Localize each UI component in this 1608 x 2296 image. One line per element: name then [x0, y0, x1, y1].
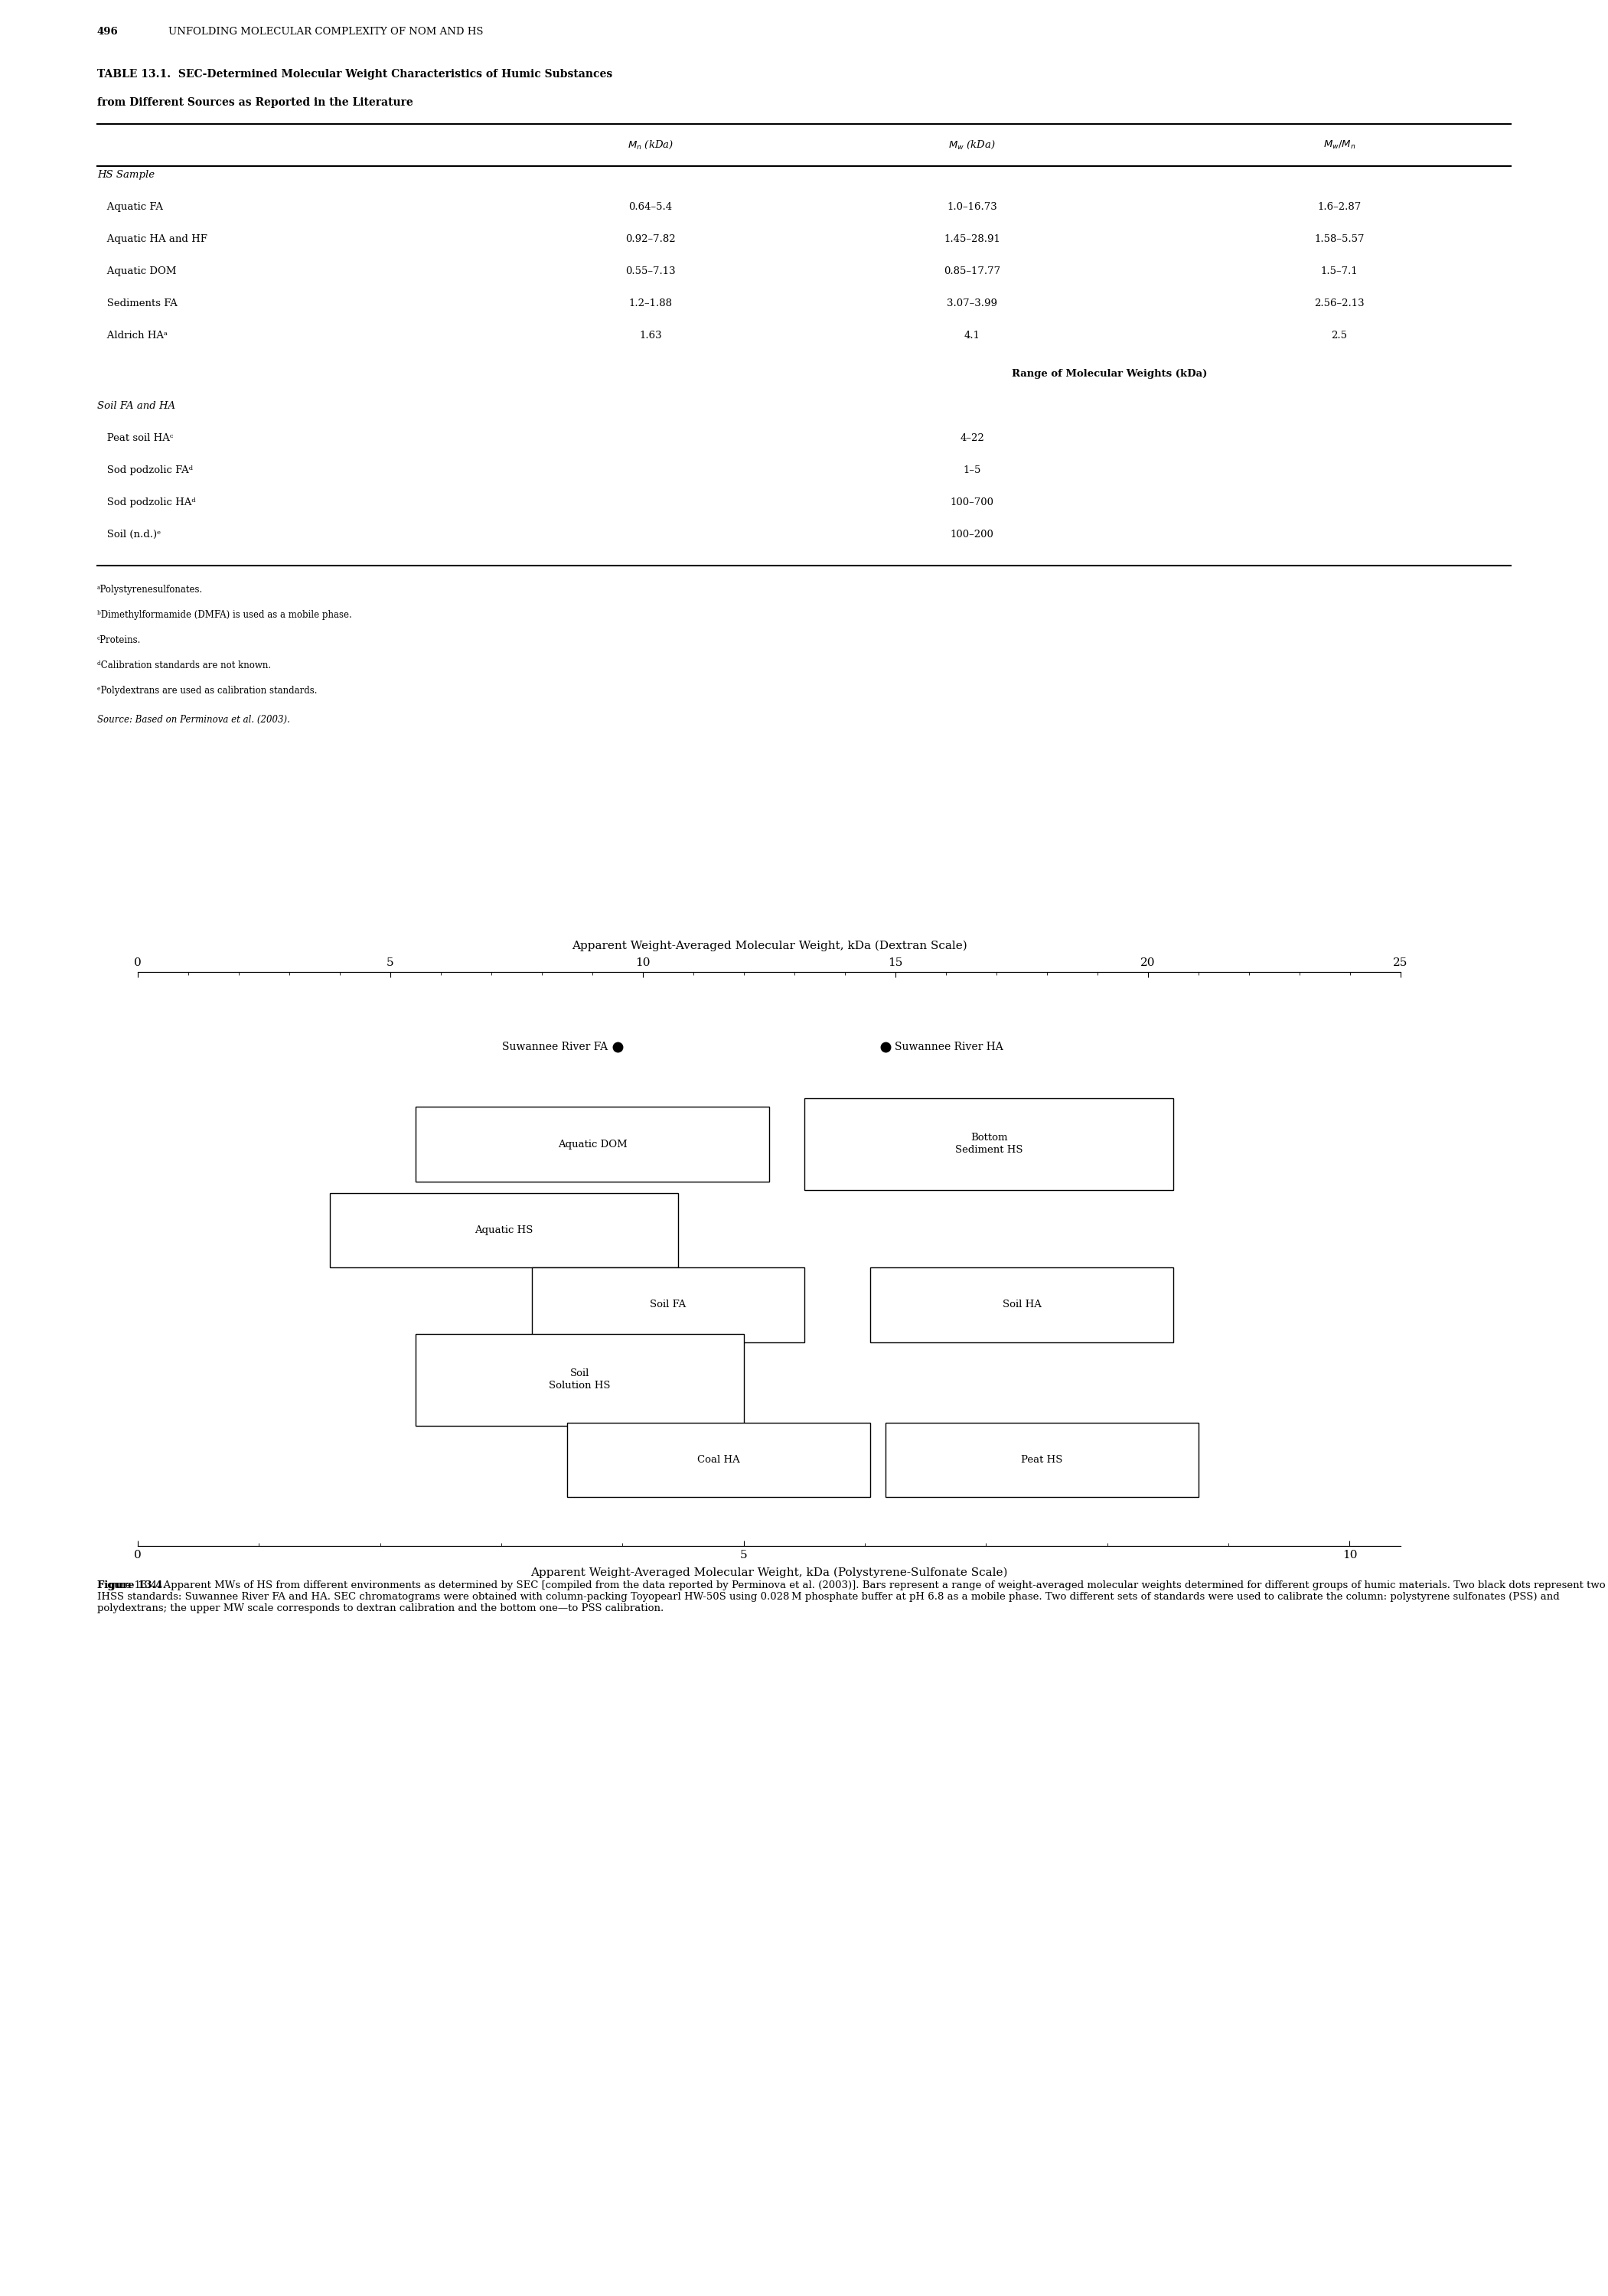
Text: Range of Molecular Weights (kDa): Range of Molecular Weights (kDa): [1011, 370, 1208, 379]
Text: ᶜProteins.: ᶜProteins.: [96, 636, 142, 645]
Text: ᵈCalibration standards are not known.: ᵈCalibration standards are not known.: [96, 661, 272, 670]
Text: Figure 13.4. Apparent MWs of HS from different environments as determined by SEC: Figure 13.4. Apparent MWs of HS from dif…: [96, 1580, 1605, 1614]
Text: 1.2–1.88: 1.2–1.88: [629, 298, 672, 308]
Text: 2.5: 2.5: [1331, 331, 1348, 340]
Text: Peat soil HAᶜ: Peat soil HAᶜ: [96, 434, 174, 443]
Text: ᵇDimethylformamide (DMFA) is used as a mobile phase.: ᵇDimethylformamide (DMFA) is used as a m…: [96, 611, 352, 620]
Text: Soil FA: Soil FA: [650, 1300, 687, 1309]
Text: Soil HA: Soil HA: [1002, 1300, 1042, 1309]
X-axis label: Apparent Weight-Averaged Molecular Weight, kDa (Polystyrene-Sulfonate Scale): Apparent Weight-Averaged Molecular Weigh…: [531, 1566, 1008, 1577]
Text: 4–22: 4–22: [960, 434, 984, 443]
Text: Aquatic DOM: Aquatic DOM: [558, 1139, 627, 1148]
Text: ᵃPolystyrenesulfonates.: ᵃPolystyrenesulfonates.: [96, 585, 203, 595]
Text: from Different Sources as Reported in the Literature: from Different Sources as Reported in th…: [96, 96, 413, 108]
Text: 1.45–28.91: 1.45–28.91: [944, 234, 1000, 243]
Bar: [568, 1424, 870, 1497]
X-axis label: Apparent Weight-Averaged Molecular Weight, kDa (Dextran Scale): Apparent Weight-Averaged Molecular Weigh…: [571, 941, 966, 951]
Text: Source: Based on Perminova et al. (2003).: Source: Based on Perminova et al. (2003)…: [96, 714, 289, 726]
Text: 1.0–16.73: 1.0–16.73: [947, 202, 997, 211]
Text: Soil FA and HA: Soil FA and HA: [96, 402, 175, 411]
Text: 0.64–5.4: 0.64–5.4: [629, 202, 672, 211]
Text: 100–700: 100–700: [950, 498, 994, 507]
Text: 2.56–2.13: 2.56–2.13: [1314, 298, 1365, 308]
Text: $M_w/M_n$: $M_w/M_n$: [1323, 140, 1356, 152]
Text: 4.1: 4.1: [963, 331, 979, 340]
Bar: [532, 1267, 804, 1343]
Text: Soil
Solution HS: Soil Solution HS: [548, 1368, 611, 1391]
Text: Suwannee River FA: Suwannee River FA: [502, 1042, 608, 1052]
Bar: [330, 1194, 679, 1267]
Text: 1.63: 1.63: [640, 331, 662, 340]
Text: $M_n$ (kDa): $M_n$ (kDa): [627, 140, 674, 152]
Text: Sod podzolic FAᵈ: Sod podzolic FAᵈ: [96, 466, 193, 475]
Text: 0.85–17.77: 0.85–17.77: [944, 266, 1000, 276]
Text: Sediments FA: Sediments FA: [96, 298, 177, 308]
Text: HS Sample: HS Sample: [96, 170, 154, 179]
Text: ᵉPolydextrans are used as calibration standards.: ᵉPolydextrans are used as calibration st…: [96, 687, 317, 696]
Bar: [804, 1097, 1174, 1189]
Text: Coal HA: Coal HA: [698, 1456, 740, 1465]
Text: Suwannee River HA: Suwannee River HA: [896, 1042, 1003, 1052]
Text: Figure 13.4.: Figure 13.4.: [96, 1580, 166, 1591]
Text: Peat HS: Peat HS: [1021, 1456, 1063, 1465]
Text: Sod podzolic HAᵈ: Sod podzolic HAᵈ: [96, 498, 196, 507]
Text: 100–200: 100–200: [950, 530, 994, 540]
Text: TABLE 13.1.  SEC-Determined Molecular Weight Characteristics of Humic Substances: TABLE 13.1. SEC-Determined Molecular Wei…: [96, 69, 613, 80]
Text: Bottom
Sediment HS: Bottom Sediment HS: [955, 1134, 1023, 1155]
Text: 496: 496: [96, 28, 119, 37]
Text: 1.5–7.1: 1.5–7.1: [1320, 266, 1359, 276]
Text: Aquatic HS: Aquatic HS: [474, 1226, 534, 1235]
Text: 0.55–7.13: 0.55–7.13: [626, 266, 675, 276]
Text: 1.6–2.87: 1.6–2.87: [1317, 202, 1362, 211]
Bar: [415, 1107, 769, 1182]
Bar: [870, 1267, 1174, 1343]
Text: Aquatic HA and HF: Aquatic HA and HF: [96, 234, 207, 243]
Text: UNFOLDING MOLECULAR COMPLEXITY OF NOM AND HS: UNFOLDING MOLECULAR COMPLEXITY OF NOM AN…: [169, 28, 484, 37]
Bar: [415, 1334, 745, 1426]
Text: 1–5: 1–5: [963, 466, 981, 475]
Text: 3.07–3.99: 3.07–3.99: [947, 298, 997, 308]
Text: Aldrich HAᵃ: Aldrich HAᵃ: [96, 331, 167, 340]
Text: 1.58–5.57: 1.58–5.57: [1314, 234, 1365, 243]
Text: $M_w$ (kDa): $M_w$ (kDa): [949, 140, 995, 152]
Bar: [886, 1424, 1198, 1497]
Text: Aquatic DOM: Aquatic DOM: [96, 266, 177, 276]
Text: Soil (n.d.)ᵉ: Soil (n.d.)ᵉ: [96, 530, 161, 540]
Text: Aquatic FA: Aquatic FA: [96, 202, 162, 211]
Text: 0.92–7.82: 0.92–7.82: [626, 234, 675, 243]
